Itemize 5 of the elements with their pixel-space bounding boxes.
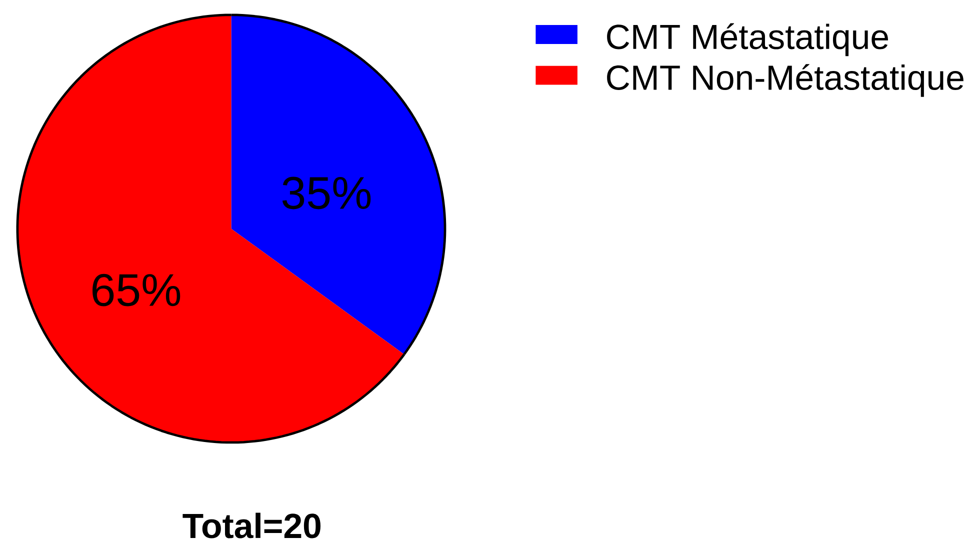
- legend-label: CMT Métastatique: [607, 23, 888, 56]
- data-label: 35%: [282, 176, 371, 210]
- text: Total=20: [182, 512, 320, 538]
- legend-label: CMT Non-Métastatique: [607, 64, 964, 97]
- data-label: 65%: [92, 274, 180, 306]
